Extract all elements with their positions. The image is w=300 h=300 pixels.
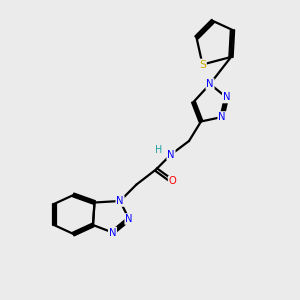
Text: N: N bbox=[206, 79, 214, 89]
Text: N: N bbox=[167, 149, 175, 160]
Text: O: O bbox=[169, 176, 176, 187]
Text: N: N bbox=[218, 112, 226, 122]
Text: N: N bbox=[116, 196, 124, 206]
Text: H: H bbox=[155, 145, 162, 155]
Text: N: N bbox=[125, 214, 133, 224]
Text: S: S bbox=[199, 59, 206, 70]
Text: N: N bbox=[223, 92, 230, 103]
Text: N: N bbox=[109, 227, 116, 238]
